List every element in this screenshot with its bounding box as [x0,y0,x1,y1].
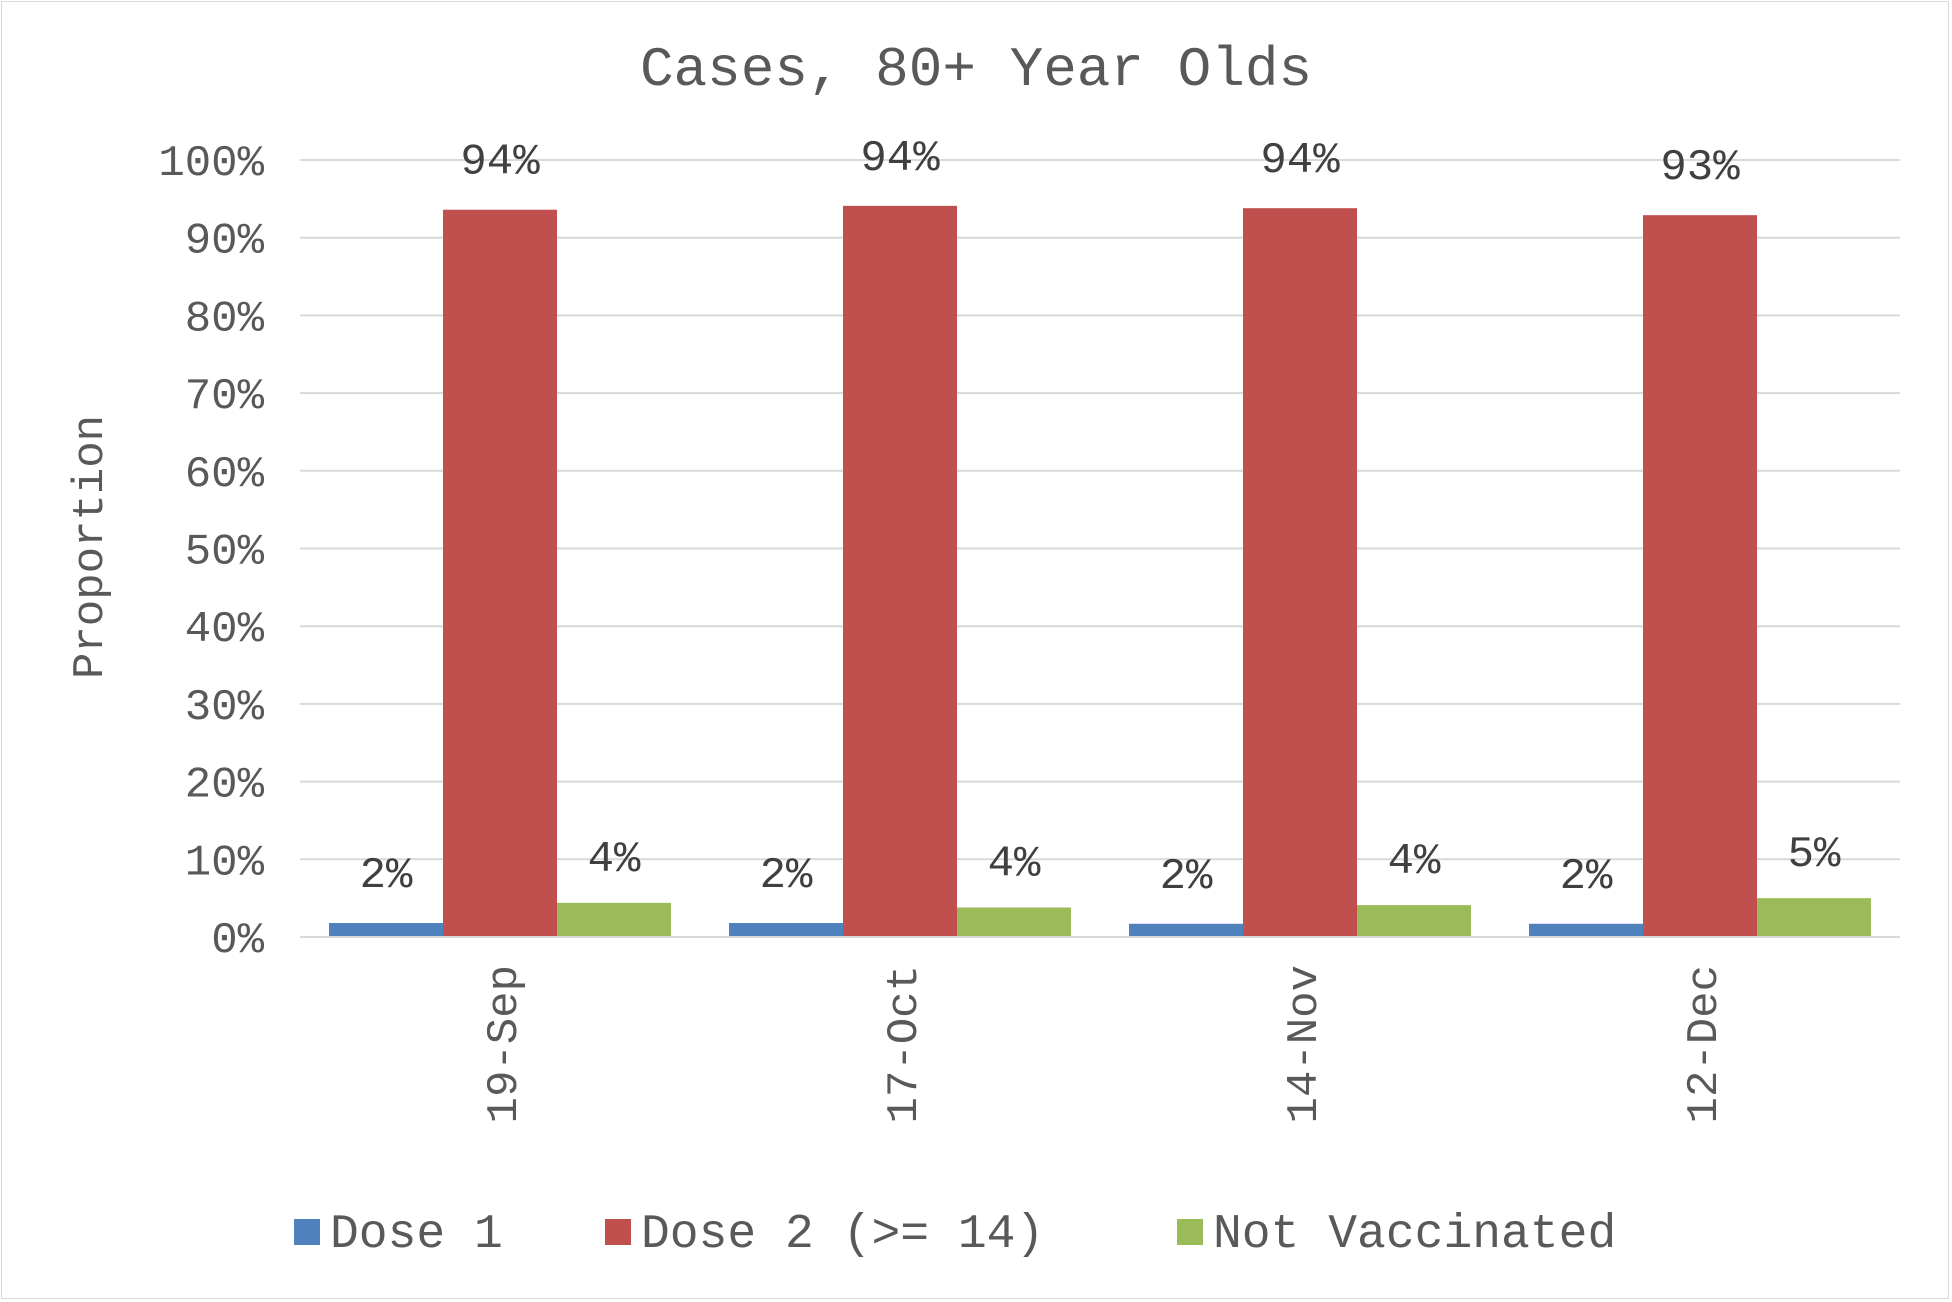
data-label: 2% [1160,852,1213,902]
bar [443,209,557,937]
bar [1529,923,1643,937]
legend-swatch [294,1219,320,1245]
legend-label: Dose 1 [330,1208,503,1262]
y-tick-label: 90% [185,217,265,267]
x-axis-ticks: 19-Sep 17-Oct 14-Nov 12-Dec [480,965,1730,1123]
data-label: 94% [1260,136,1340,186]
x-tick-label: 17-Oct [880,965,930,1123]
y-axis-ticks: 0% 10% 20% 30% 40% 50% 60% 70% 80% 90% 100% [158,139,264,966]
y-tick-label: 70% [185,372,265,422]
x-tick-label: 19-Sep [480,965,530,1123]
x-tick-label: 12-Dec [1680,965,1730,1123]
legend-label: Not Vaccinated [1213,1208,1616,1262]
data-labels: 2% 94% 4% 2% 94% 4% 2% 94% 4% 2% 93% 5% [360,134,1841,902]
bar [1757,898,1871,937]
legend-swatch [605,1219,631,1245]
bar [329,923,443,937]
bar [843,205,957,937]
y-tick-label: 60% [185,450,265,500]
data-label: 5% [1788,830,1841,880]
bar [1129,923,1243,937]
data-label: 4% [1388,837,1441,887]
data-label: 4% [588,835,641,885]
y-tick-label: 0% [211,916,264,966]
y-tick-label: 10% [185,838,265,888]
x-tick-label: 14-Nov [1280,965,1330,1123]
y-axis-title: Proportion [66,415,116,679]
y-tick-label: 80% [185,294,265,344]
bar [957,907,1071,937]
bar [1643,215,1757,938]
data-label: 2% [760,851,813,901]
data-label: 94% [860,134,940,184]
legend-swatch [1177,1219,1203,1245]
bar [557,902,671,937]
y-tick-label: 20% [185,761,265,811]
y-tick-label: 50% [185,528,265,578]
data-label: 94% [460,138,540,188]
bar [1243,208,1357,937]
y-tick-label: 40% [185,605,265,655]
data-label: 2% [1560,852,1613,902]
bar [1357,905,1471,937]
data-label: 2% [360,851,413,901]
chart-title: Cases, 80+ Year Olds [640,38,1312,102]
y-tick-label: 100% [158,139,264,189]
bars [329,205,1871,938]
gridlines [300,159,1900,861]
data-label: 93% [1660,143,1740,193]
data-label: 4% [988,839,1041,889]
y-tick-label: 30% [185,683,265,733]
bar [729,923,843,937]
legend: Dose 1 Dose 2 (>= 14) Not Vaccinated [294,1208,1616,1262]
legend-label: Dose 2 (>= 14) [641,1208,1044,1262]
